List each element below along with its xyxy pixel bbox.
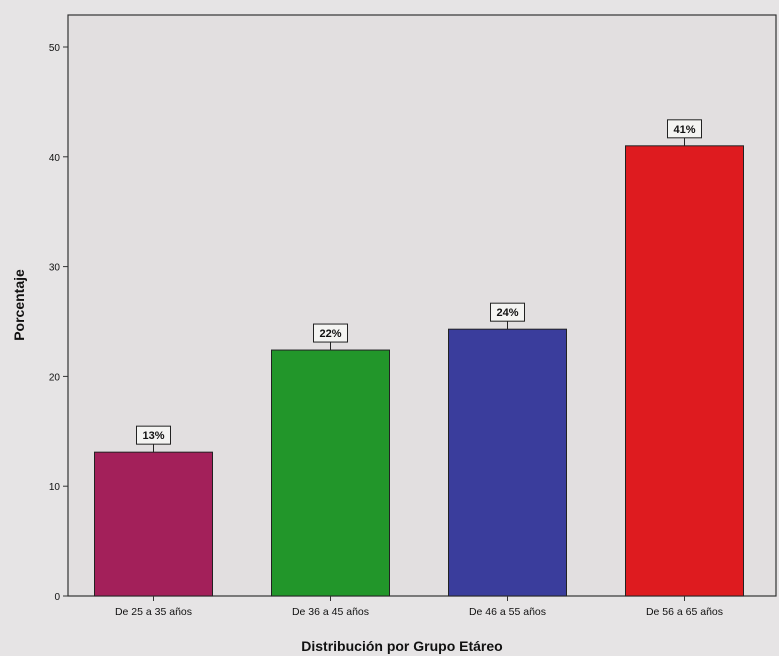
x-tick-label: De 25 a 35 años (115, 606, 192, 618)
x-tick-label: De 46 a 55 años (469, 606, 546, 618)
y-tick-label: 20 (49, 372, 61, 383)
data-label: 13% (142, 430, 164, 442)
bar (448, 328, 567, 597)
data-label: 41% (673, 124, 695, 136)
data-label-box (490, 302, 525, 322)
y-tick-label: 30 (49, 263, 61, 274)
x-axis-title: Distribución por Grupo Etáreo (301, 638, 502, 654)
data-label: 22% (319, 328, 341, 340)
y-tick-label: 0 (54, 592, 60, 603)
bar (271, 349, 390, 597)
y-tick-label: 40 (49, 153, 61, 164)
x-tick-label: De 56 a 65 años (646, 606, 723, 618)
data-label-box (313, 323, 348, 343)
y-tick-label: 50 (49, 43, 61, 54)
bar (94, 451, 213, 597)
y-axis-title: Porcentaje (11, 269, 27, 341)
x-tick-label: De 36 a 45 años (292, 606, 369, 618)
data-label: 24% (496, 307, 518, 319)
data-label-box (667, 119, 702, 139)
data-label-box (136, 425, 171, 445)
bar (625, 145, 744, 597)
y-tick-label: 10 (49, 482, 61, 493)
